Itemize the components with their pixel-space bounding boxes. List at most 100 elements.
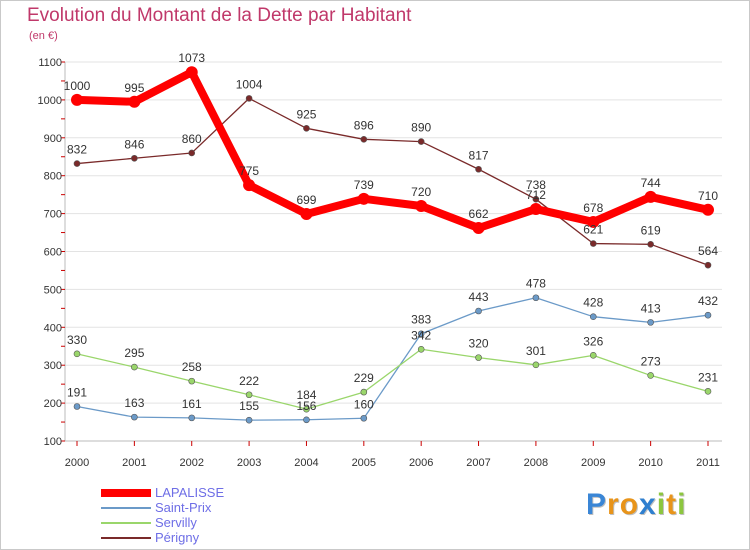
data-label: 342 xyxy=(411,328,431,342)
data-point xyxy=(303,416,310,424)
data-label: 184 xyxy=(296,388,316,402)
data-point xyxy=(360,388,368,396)
y-tick-label: 600 xyxy=(44,247,62,259)
legend-swatch xyxy=(101,489,151,497)
data-label: 890 xyxy=(411,121,431,135)
x-tick-label: 2001 xyxy=(122,457,146,469)
data-point xyxy=(529,203,542,216)
data-point xyxy=(303,125,310,132)
legend-item: LAPALISSE xyxy=(101,485,301,500)
legend-label: Saint-Prix xyxy=(155,500,212,515)
logo-letter: x xyxy=(639,488,657,521)
x-tick-label: 2005 xyxy=(352,457,376,469)
y-tick-label: 300 xyxy=(44,360,62,372)
y-tick-label: 1000 xyxy=(38,95,62,107)
data-point xyxy=(131,363,138,371)
data-point xyxy=(188,377,196,385)
data-label: 231 xyxy=(698,370,718,384)
data-point xyxy=(587,215,600,228)
x-tick-label: 2004 xyxy=(294,457,318,469)
data-point xyxy=(128,95,141,108)
series-line-saint-prix xyxy=(76,297,709,421)
legend-item: Servilly xyxy=(101,515,301,530)
data-point xyxy=(589,240,597,247)
data-label: 229 xyxy=(354,371,374,385)
data-point xyxy=(589,313,597,320)
y-tick-label: 200 xyxy=(44,398,62,410)
data-label: 222 xyxy=(239,374,259,388)
data-point xyxy=(647,372,654,379)
proxiti-logo: Proxiti xyxy=(586,488,686,522)
data-label: 621 xyxy=(583,223,603,237)
data-label: 413 xyxy=(641,301,661,315)
data-point xyxy=(360,136,368,143)
data-label: 432 xyxy=(698,294,718,308)
data-label: 258 xyxy=(182,360,202,374)
data-label: 443 xyxy=(469,290,489,304)
x-tick-label: 2007 xyxy=(466,457,490,469)
data-label: 383 xyxy=(411,313,431,327)
data-point xyxy=(647,240,654,248)
data-label: 995 xyxy=(124,81,144,95)
data-label: 896 xyxy=(354,118,374,132)
chart-title: Evolution du Montant de la Dette par Hab… xyxy=(27,5,412,26)
data-point xyxy=(704,388,712,395)
x-tick-label: 2008 xyxy=(524,457,548,469)
data-label: 330 xyxy=(67,333,87,347)
data-label: 478 xyxy=(526,277,546,291)
data-label: 295 xyxy=(124,346,144,360)
logo-letter: o xyxy=(619,488,640,521)
data-point xyxy=(532,361,540,369)
data-point xyxy=(357,192,370,205)
logo-letter: t xyxy=(666,488,678,521)
y-tick-label: 800 xyxy=(44,171,62,183)
data-point xyxy=(131,154,138,162)
x-tick-label: 2000 xyxy=(65,457,89,469)
data-point xyxy=(417,345,425,353)
data-point xyxy=(71,93,83,106)
data-label: 428 xyxy=(583,296,603,310)
data-label: 817 xyxy=(469,148,489,162)
data-label: 720 xyxy=(411,185,431,199)
y-unit-label: (en €) xyxy=(29,30,58,42)
data-label: 156 xyxy=(296,399,316,413)
data-label: 160 xyxy=(354,397,374,411)
data-point xyxy=(300,207,313,220)
data-point xyxy=(704,311,712,319)
data-label: 1073 xyxy=(178,51,205,65)
data-point xyxy=(188,414,196,422)
logo-letter: P xyxy=(586,488,608,521)
data-label: 860 xyxy=(182,132,202,146)
data-point xyxy=(131,413,138,421)
data-label: 699 xyxy=(296,193,316,207)
data-point xyxy=(360,414,368,422)
legend-swatch xyxy=(101,507,151,509)
x-tick-label: 2010 xyxy=(638,457,662,469)
legend-swatch xyxy=(101,537,151,539)
data-label: 320 xyxy=(469,337,489,351)
data-point xyxy=(73,160,81,167)
data-point xyxy=(185,66,198,79)
y-tick-label: 400 xyxy=(44,322,62,334)
data-point xyxy=(245,416,253,424)
data-label: 1000 xyxy=(64,79,91,93)
data-point xyxy=(73,403,81,410)
x-tick-label: 2006 xyxy=(409,457,433,469)
data-label: 846 xyxy=(124,137,144,151)
data-label: 775 xyxy=(239,164,259,178)
data-point xyxy=(532,294,540,302)
legend-item: Périgny xyxy=(101,530,301,545)
data-label: 712 xyxy=(526,188,546,202)
legend-label: Servilly xyxy=(155,515,197,530)
data-label: 744 xyxy=(641,176,661,190)
x-tick-label: 2011 xyxy=(696,457,720,469)
data-point xyxy=(303,405,310,413)
data-label: 163 xyxy=(124,396,144,410)
data-point xyxy=(644,190,657,203)
y-tick-label: 1100 xyxy=(38,57,62,69)
logo-letter: i xyxy=(656,488,667,521)
data-label: 564 xyxy=(698,244,718,258)
data-point xyxy=(647,319,654,326)
